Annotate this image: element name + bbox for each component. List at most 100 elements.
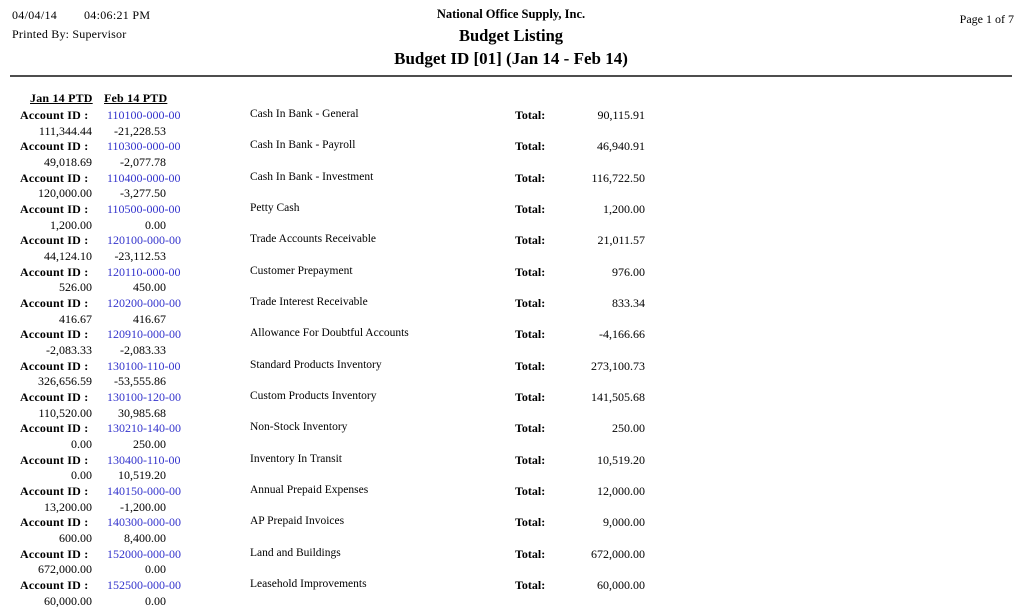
total-value: 21,011.57: [597, 233, 645, 248]
print-date: 04/04/14: [12, 8, 58, 22]
account-id-link[interactable]: 140150-000-00: [107, 484, 181, 499]
account-id-label: Account ID :: [20, 327, 89, 342]
account-id-link[interactable]: 110400-000-00: [107, 170, 181, 185]
account-row: Account ID : 110100-000-00 Cash In Bank …: [0, 107, 1022, 138]
account-id-link[interactable]: 130400-110-00: [107, 452, 181, 467]
account-id-label: Account ID :: [20, 546, 89, 561]
account-id-link[interactable]: 152500-000-00: [107, 578, 181, 593]
account-description: Cash In Bank - Investment: [250, 170, 374, 183]
jan14-ptd-value: 672,000.00: [38, 562, 92, 577]
jan14-ptd-value: 1,200.00: [50, 217, 92, 232]
account-id-label: Account ID :: [20, 170, 89, 185]
account-row: Account ID : 140150-000-00 Annual Prepai…: [0, 483, 1022, 514]
feb14-ptd-value: 10,519.20: [118, 468, 166, 483]
account-row: Account ID : 110500-000-00 Petty Cash To…: [0, 201, 1022, 232]
account-id-link[interactable]: 140300-000-00: [107, 515, 181, 530]
total-value: 833.34: [612, 296, 645, 311]
account-row: Account ID : 140300-000-00 AP Prepaid In…: [0, 514, 1022, 545]
account-id-label: Account ID :: [20, 202, 89, 217]
account-id-link[interactable]: 120110-000-00: [107, 264, 181, 279]
account-description: Trade Interest Receivable: [250, 296, 368, 309]
account-id-link[interactable]: 110100-000-00: [107, 108, 181, 122]
jan14-ptd-value: 416.67: [59, 311, 92, 326]
account-row: Account ID : 120910-000-00 Allowance For…: [0, 326, 1022, 357]
total-value: 273,100.73: [591, 358, 645, 373]
account-id-link[interactable]: 110300-000-00: [107, 139, 181, 154]
jan14-ptd-value: 110,520.00: [38, 405, 92, 420]
account-row: Account ID : 120100-000-00 Trade Account…: [0, 232, 1022, 263]
account-id-link[interactable]: 130210-140-00: [107, 421, 181, 436]
account-id-link[interactable]: 120100-000-00: [107, 233, 181, 248]
company-name: National Office Supply, Inc.: [436, 7, 586, 21]
jan14-ptd-value: 0.00: [71, 436, 92, 451]
account-id-label: Account ID :: [20, 296, 89, 311]
account-row: Account ID : 152500-000-00 Leasehold Imp…: [0, 577, 1022, 608]
total-value: 250.00: [612, 421, 645, 436]
account-id-label: Account ID :: [20, 452, 89, 467]
feb14-ptd-value: -1,200.00: [120, 499, 166, 514]
jan14-ptd-value: 600.00: [59, 530, 92, 545]
feb14-ptd-value: 250.00: [133, 436, 166, 451]
account-row: Account ID : 110400-000-00 Cash In Bank …: [0, 170, 1022, 201]
jan14-ptd-value: -2,083.33: [46, 342, 92, 357]
total-label: Total:: [515, 139, 546, 154]
total-value: 12,000.00: [597, 484, 645, 499]
printed-by: Printed By: Supervisor: [12, 27, 127, 41]
total-label: Total:: [515, 578, 546, 593]
feb14-ptd-value: 30,985.68: [118, 405, 166, 420]
total-label: Total:: [515, 515, 546, 530]
account-description: AP Prepaid Invoices: [250, 515, 345, 528]
account-id-link[interactable]: 110500-000-00: [107, 202, 181, 217]
total-value: -4,166.66: [599, 327, 645, 342]
total-label: Total:: [515, 264, 546, 279]
account-id-link[interactable]: 130100-110-00: [107, 358, 181, 373]
feb14-ptd-value: 0.00: [145, 562, 166, 577]
total-value: 10,519.20: [597, 452, 645, 467]
account-description: Allowance For Doubtful Accounts: [250, 327, 409, 340]
total-label: Total:: [515, 108, 546, 122]
account-description: Trade Accounts Receivable: [250, 233, 377, 246]
feb14-ptd-value: 0.00: [145, 217, 166, 232]
feb14-ptd-value: 8,400.00: [124, 530, 166, 545]
total-label: Total:: [515, 390, 546, 405]
total-value: 1,200.00: [603, 202, 645, 217]
page-number: Page 1 of 7: [959, 12, 1014, 26]
account-id-label: Account ID :: [20, 139, 89, 154]
account-id-label: Account ID :: [20, 264, 89, 279]
account-description: Non-Stock Inventory: [250, 421, 348, 434]
print-time: 04:06:21 PM: [84, 8, 151, 22]
feb14-ptd-value: 416.67: [133, 311, 166, 326]
total-value: 46,940.91: [597, 139, 645, 154]
account-row: Account ID : 110300-000-00 Cash In Bank …: [0, 138, 1022, 169]
feb14-ptd-value: 0.00: [145, 593, 166, 608]
total-value: 90,115.91: [597, 108, 645, 122]
total-label: Total:: [515, 233, 546, 248]
jan14-ptd-value: 526.00: [59, 280, 92, 295]
total-label: Total:: [515, 452, 546, 467]
jan14-ptd-value: 60,000.00: [44, 593, 92, 608]
report-subtitle: Budget ID [01] (Jan 14 - Feb 14): [394, 49, 628, 68]
total-label: Total:: [515, 296, 546, 311]
rows-container: Account ID : 110100-000-00 Cash In Bank …: [0, 107, 1022, 609]
account-description: Leasehold Improvements: [250, 578, 367, 591]
account-row: Account ID : 130100-110-00 Standard Prod…: [0, 358, 1022, 389]
jan14-ptd-value: 44,124.10: [44, 248, 92, 263]
total-value: 116,722.50: [591, 170, 645, 185]
total-value: 141,505.68: [591, 390, 645, 405]
total-label: Total:: [515, 546, 546, 561]
account-id-link[interactable]: 130100-120-00: [107, 390, 181, 405]
account-id-label: Account ID :: [20, 515, 89, 530]
column-header-feb14-ptd: Feb 14 PTD: [104, 91, 168, 105]
account-id-link[interactable]: 152000-000-00: [107, 546, 181, 561]
total-label: Total:: [515, 421, 546, 436]
total-value: 60,000.00: [597, 578, 645, 593]
report-title: Budget Listing: [458, 26, 564, 45]
account-id-label: Account ID :: [20, 578, 89, 593]
total-value: 976.00: [612, 264, 645, 279]
account-id-label: Account ID :: [20, 421, 89, 436]
account-id-link[interactable]: 120910-000-00: [107, 327, 181, 342]
account-id-link[interactable]: 120200-000-00: [107, 296, 181, 311]
account-row: Account ID : 120110-000-00 Customer Prep…: [0, 264, 1022, 295]
total-label: Total:: [515, 327, 546, 342]
